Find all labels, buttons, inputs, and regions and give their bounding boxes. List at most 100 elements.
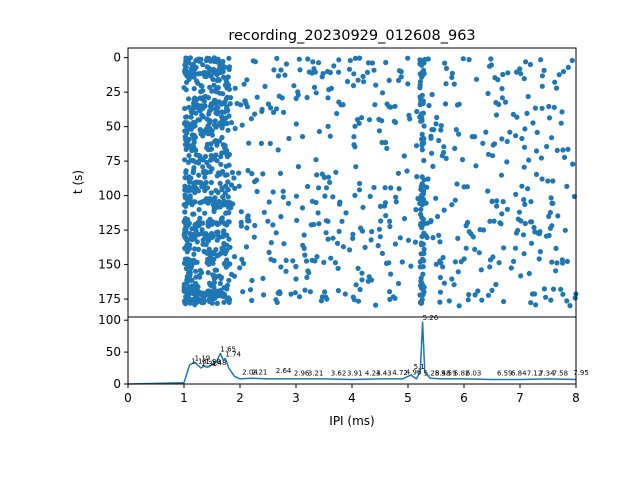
raster-point (365, 278, 371, 284)
raster-point (205, 200, 211, 206)
raster-point (204, 141, 210, 147)
raster-point (398, 74, 404, 80)
raster-point (207, 118, 213, 124)
ipi-annotation-label: 1.74 (225, 351, 241, 359)
raster-point (273, 230, 279, 236)
raster-point (392, 119, 399, 125)
raster-point (202, 153, 209, 160)
raster-point (212, 118, 218, 124)
ipi-annotation-label: 1.65 (220, 345, 236, 353)
raster-point (473, 163, 479, 169)
raster-point (441, 280, 447, 286)
raster-point (261, 292, 267, 298)
raster-point (296, 294, 303, 300)
ipi-series-line (127, 321, 577, 385)
raster-point (183, 260, 189, 266)
raster-point (307, 289, 313, 295)
raster-point (259, 106, 265, 112)
raster-point (189, 262, 195, 268)
raster-point (244, 77, 250, 83)
raster-point (487, 218, 493, 224)
raster-point (418, 240, 424, 246)
raster-points (181, 55, 579, 309)
raster-point (428, 135, 434, 141)
raster-point (204, 55, 210, 61)
raster-point (194, 283, 200, 289)
raster-point (497, 220, 503, 226)
raster-point (350, 231, 356, 237)
raster-point (224, 154, 230, 160)
raster-point (185, 185, 191, 191)
raster-point (193, 147, 199, 153)
raster-point (330, 235, 336, 241)
ipi-x-tick-label: 4 (348, 391, 356, 405)
raster-point (418, 94, 424, 101)
ipi-annotation-label: 2.21 (252, 368, 268, 376)
raster-point (418, 300, 425, 306)
raster-point (197, 200, 203, 206)
raster-point (243, 244, 250, 250)
raster-point (437, 299, 443, 305)
raster-point (425, 176, 431, 182)
raster-point (216, 198, 222, 205)
raster-point (278, 214, 284, 220)
raster-point (472, 292, 478, 298)
raster-point (215, 76, 221, 82)
raster-point (200, 164, 206, 170)
raster-point (537, 249, 544, 255)
raster-point (387, 223, 393, 230)
raster-point (222, 145, 228, 151)
raster-point (291, 83, 297, 89)
ipi-x-ticks: 0 1 2 3 4 5 6 7 8 (124, 384, 580, 405)
raster-point (560, 291, 566, 297)
raster-point (513, 133, 519, 139)
ipi-annotation-label: 3.62 (331, 370, 347, 378)
raster-point (419, 131, 425, 137)
raster-point (449, 202, 455, 208)
raster-point (546, 115, 553, 121)
raster-point (183, 69, 189, 75)
raster-point (208, 232, 214, 238)
raster-point (190, 170, 196, 176)
raster-point (553, 268, 559, 274)
ipi-x-tick-label: 5 (404, 391, 412, 405)
raster-point (301, 232, 307, 238)
raster-point (436, 232, 442, 238)
raster-point (347, 57, 353, 64)
raster-point (322, 193, 328, 199)
raster-point (510, 111, 516, 117)
raster-point (249, 171, 255, 177)
raster-point (249, 297, 255, 304)
raster-point (504, 138, 510, 145)
raster-point (521, 76, 527, 82)
raster-point (314, 172, 320, 178)
raster-point (224, 286, 230, 292)
raster-point (452, 259, 458, 265)
raster-point (422, 56, 428, 63)
raster-point (490, 254, 496, 260)
raster-point (565, 146, 571, 152)
raster-point (437, 289, 444, 295)
raster-point (371, 67, 377, 73)
raster-point (185, 223, 191, 229)
raster-point (274, 55, 280, 62)
raster-point (202, 168, 208, 174)
raster-point (513, 230, 520, 236)
raster-point (293, 193, 300, 199)
raster-point (310, 59, 316, 65)
raster-point (285, 200, 292, 206)
raster-y-tick-label: 100 (98, 189, 121, 203)
raster-point (288, 291, 294, 297)
raster-point (572, 295, 578, 301)
raster-point (532, 291, 538, 297)
raster-point (520, 232, 527, 238)
raster-point (339, 218, 345, 224)
raster-point (214, 142, 220, 148)
raster-point (215, 232, 221, 238)
raster-point (336, 228, 342, 234)
raster-point (336, 201, 343, 207)
raster-point (472, 246, 478, 252)
raster-point (182, 62, 188, 68)
raster-point (214, 221, 220, 227)
ipi-annotation-label: 1.19 (195, 354, 211, 362)
